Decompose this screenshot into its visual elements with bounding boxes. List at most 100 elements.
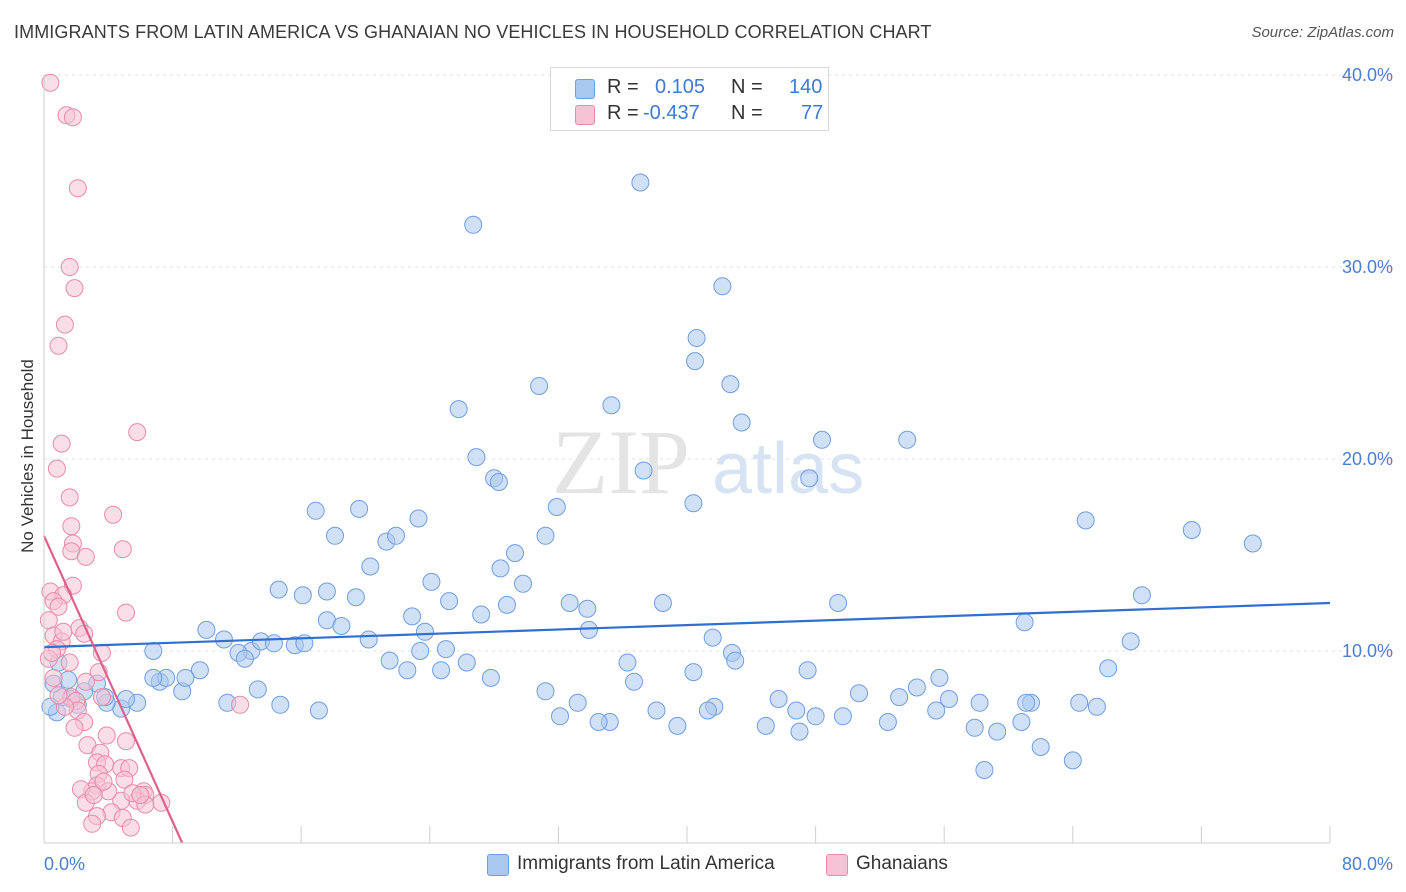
data-point <box>787 701 806 720</box>
data-point <box>346 588 365 607</box>
data-point <box>756 716 775 735</box>
data-point <box>713 277 732 296</box>
data-point <box>1243 534 1262 553</box>
data-point <box>800 469 819 488</box>
data-point <box>579 620 598 639</box>
data-point <box>1015 613 1034 632</box>
data-point <box>907 678 926 697</box>
data-point <box>668 716 687 735</box>
data-point <box>293 586 312 605</box>
data-point <box>464 215 483 234</box>
data-point <box>60 488 79 507</box>
data-point <box>113 540 132 559</box>
data-point <box>965 718 984 737</box>
data-point <box>403 607 422 626</box>
data-point <box>1031 738 1050 756</box>
data-point <box>197 620 216 639</box>
data-point <box>878 713 897 731</box>
data-point <box>190 661 209 680</box>
data-point <box>647 701 666 720</box>
bottom-legend-swatch-ghanaians <box>826 854 848 876</box>
data-point <box>117 603 135 622</box>
data-point <box>698 701 717 720</box>
data-point <box>92 688 111 707</box>
data-point <box>84 786 103 804</box>
data-point <box>317 582 336 601</box>
data-point <box>144 642 163 660</box>
data-point <box>536 526 555 545</box>
data-point <box>60 258 79 276</box>
data-point <box>54 622 73 641</box>
data-point <box>176 668 195 687</box>
correlation-legend: R = 0.105 N = 140 R = -0.437 N = 77 <box>550 67 829 131</box>
data-point <box>498 595 516 614</box>
data-point <box>309 701 328 720</box>
data-point <box>115 770 134 789</box>
legend-n-label: N = <box>731 102 763 124</box>
data-point <box>97 726 116 745</box>
legend-n-value: 140 <box>789 76 823 98</box>
data-point <box>63 108 82 127</box>
data-point <box>769 690 788 708</box>
data-point <box>65 718 84 737</box>
data-point <box>411 642 430 660</box>
data-point <box>970 693 989 712</box>
data-point <box>144 668 163 687</box>
data-point <box>398 661 417 680</box>
data-point <box>361 557 380 576</box>
data-point <box>481 668 500 687</box>
x-tick-label: 80.0% <box>1342 854 1393 874</box>
data-point <box>631 173 650 192</box>
data-point <box>829 594 848 612</box>
data-point <box>76 547 95 566</box>
data-point <box>684 663 703 682</box>
data-point <box>269 580 288 599</box>
chart-title: IMMIGRANTS FROM LATIN AMERICA VS GHANAIA… <box>14 22 932 42</box>
legend-r-label: R = <box>607 102 639 124</box>
data-point <box>547 498 566 516</box>
data-point <box>890 688 909 707</box>
data-point <box>489 473 508 491</box>
data-point <box>432 661 451 680</box>
y-tick-label: 10.0% <box>1342 641 1393 661</box>
bottom-legend-label: Immigrants from Latin America <box>517 853 775 874</box>
trend-line-ghanaians <box>42 535 184 844</box>
data-point <box>121 818 140 837</box>
legend-r-value: -0.437 <box>643 102 700 124</box>
data-point <box>927 701 946 720</box>
data-point <box>264 634 283 653</box>
data-point <box>248 680 267 699</box>
data-point <box>271 695 290 714</box>
legend-n-label: N = <box>731 76 763 98</box>
data-point <box>380 651 399 670</box>
gridlines <box>44 74 1392 652</box>
data-point <box>55 315 74 334</box>
data-point <box>798 661 817 680</box>
data-point <box>235 649 254 668</box>
data-point <box>988 722 1007 741</box>
data-point <box>416 622 434 641</box>
data-point <box>634 461 653 480</box>
data-point <box>930 668 949 687</box>
data-point <box>422 572 441 591</box>
data-point <box>1076 511 1095 530</box>
data-point <box>387 526 405 545</box>
data-point <box>68 179 87 198</box>
data-point <box>732 413 751 432</box>
data-point <box>1121 632 1140 651</box>
data-point <box>530 377 549 395</box>
legend-r-value: 0.105 <box>655 76 706 98</box>
data-point <box>1012 713 1031 731</box>
data-point <box>551 707 569 726</box>
bottom-legend-swatch-latin-america <box>487 854 509 876</box>
axes <box>43 75 1331 844</box>
data-point <box>409 509 428 528</box>
data-point <box>726 651 745 670</box>
legend-n-value: 77 <box>801 102 824 124</box>
data-point <box>41 73 60 92</box>
x-tick-label: 0.0% <box>44 854 85 874</box>
data-point <box>1099 659 1118 678</box>
data-point <box>684 494 703 513</box>
data-point <box>625 672 643 691</box>
